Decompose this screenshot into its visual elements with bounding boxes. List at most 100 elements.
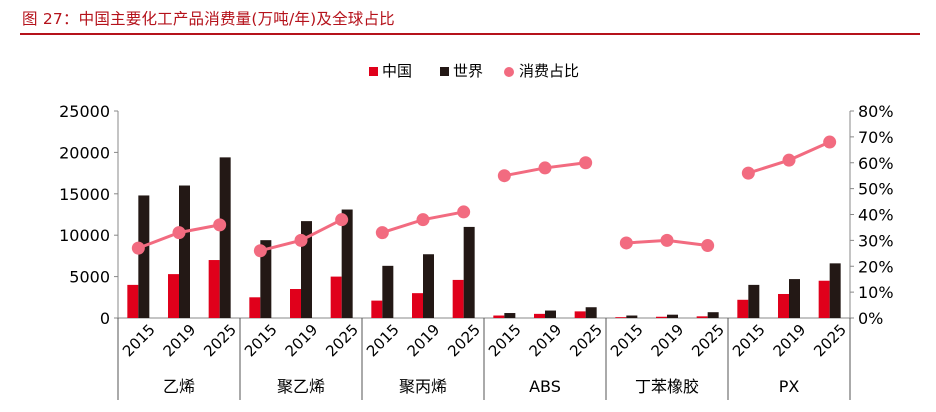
bar-world xyxy=(707,312,719,318)
bar-china xyxy=(574,311,586,318)
share-point xyxy=(497,169,511,183)
bar-world xyxy=(260,240,272,318)
bar-world xyxy=(219,157,231,318)
x-tick-label-year: 2019 xyxy=(648,321,688,361)
legend-marker-share xyxy=(504,67,514,77)
bar-world xyxy=(789,279,800,318)
bar-world xyxy=(138,195,150,318)
share-point xyxy=(172,226,186,240)
x-tick-label-year: 2019 xyxy=(404,321,444,361)
share-point xyxy=(294,233,308,247)
bar-world xyxy=(423,254,434,318)
legend-label-share: 消费占比 xyxy=(519,62,579,80)
group-label: PX xyxy=(779,377,800,396)
share-point xyxy=(823,135,837,149)
y-right-tick-label: 0% xyxy=(858,309,883,328)
x-tick-label-year: 2015 xyxy=(485,321,525,361)
share-point xyxy=(660,233,674,247)
x-tick-label-year: 2019 xyxy=(526,321,566,361)
share-point xyxy=(416,213,430,227)
y-right-tick-label: 60% xyxy=(858,154,894,173)
bar-china xyxy=(493,315,505,318)
bar-china xyxy=(778,293,789,318)
bar-china xyxy=(737,299,749,318)
share-point xyxy=(375,226,389,240)
y-left-tick-label: 0 xyxy=(100,309,110,328)
bar-world xyxy=(341,209,353,318)
bar-world xyxy=(626,315,638,318)
x-tick-label-year: 2015 xyxy=(363,321,403,361)
bar-world xyxy=(463,226,475,318)
legend-label-world: 世界 xyxy=(453,62,483,80)
x-tick-label-year: 2015 xyxy=(729,321,769,361)
bar-world xyxy=(301,221,312,318)
y-left-tick-label: 10000 xyxy=(59,226,110,245)
y-right-tick-label: 50% xyxy=(858,180,894,199)
bar-world xyxy=(179,185,190,318)
share-point xyxy=(213,218,227,232)
group-label: 乙烯 xyxy=(163,377,195,396)
legend-swatch-china xyxy=(369,67,378,76)
share-point xyxy=(253,244,267,258)
legend-label-china: 中国 xyxy=(382,62,412,80)
x-tick-label-year: 2025 xyxy=(688,321,728,361)
bar-world xyxy=(748,284,760,318)
share-point xyxy=(619,236,633,250)
x-tick-label-year: 2025 xyxy=(200,321,240,361)
bar-china xyxy=(656,316,667,318)
bar-world xyxy=(382,265,394,318)
y-right-tick-label: 70% xyxy=(858,128,894,147)
y-right-tick-label: 10% xyxy=(858,283,894,302)
bar-world xyxy=(504,313,516,318)
group-label: ABS xyxy=(529,377,561,396)
y-left-tick-label: 20000 xyxy=(59,143,110,162)
bar-china xyxy=(615,317,627,318)
y-right-tick-label: 40% xyxy=(858,206,894,225)
bar-china xyxy=(412,293,423,318)
x-tick-label-year: 2019 xyxy=(160,321,200,361)
y-left-tick-label: 15000 xyxy=(59,185,110,204)
group-label: 聚乙烯 xyxy=(277,377,325,396)
legend-swatch-world xyxy=(440,67,449,76)
figure-title: 图 27：中国主要化工产品消费量(万吨/年)及全球占比 xyxy=(22,10,395,28)
bar-china xyxy=(249,297,261,318)
share-point xyxy=(579,156,593,170)
share-point xyxy=(701,239,715,253)
share-point xyxy=(741,166,755,180)
x-tick-label-year: 2025 xyxy=(810,321,850,361)
bar-world xyxy=(667,314,678,318)
x-tick-label-year: 2015 xyxy=(241,321,281,361)
bar-china xyxy=(168,274,179,318)
y-left-tick-label: 5000 xyxy=(69,268,110,287)
bar-world xyxy=(585,307,597,318)
bar-world xyxy=(829,263,841,318)
share-point xyxy=(782,153,796,167)
x-tick-label-year: 2015 xyxy=(119,321,159,361)
bar-china xyxy=(452,279,464,318)
bar-world xyxy=(545,310,556,318)
share-point xyxy=(457,205,471,219)
bar-china xyxy=(371,300,383,318)
x-tick-label-year: 2019 xyxy=(770,321,810,361)
bar-china xyxy=(290,289,301,318)
bar-china xyxy=(208,260,220,318)
y-right-tick-label: 30% xyxy=(858,231,894,250)
y-right-tick-label: 80% xyxy=(858,102,894,121)
share-point xyxy=(131,241,145,255)
share-point xyxy=(538,161,552,175)
x-tick-label-year: 2019 xyxy=(282,321,322,361)
group-label: 聚丙烯 xyxy=(399,377,447,396)
bar-china xyxy=(534,313,545,318)
x-tick-label-year: 2025 xyxy=(322,321,362,361)
x-tick-label-year: 2015 xyxy=(607,321,647,361)
y-right-tick-label: 20% xyxy=(858,257,894,276)
bar-china xyxy=(818,280,830,318)
bar-china xyxy=(127,284,139,318)
share-point xyxy=(335,213,349,227)
bar-china xyxy=(330,276,342,318)
x-tick-label-year: 2025 xyxy=(444,321,484,361)
bar-china xyxy=(696,316,708,318)
y-left-tick-label: 25000 xyxy=(59,102,110,121)
group-label: 丁苯橡胶 xyxy=(635,377,699,396)
